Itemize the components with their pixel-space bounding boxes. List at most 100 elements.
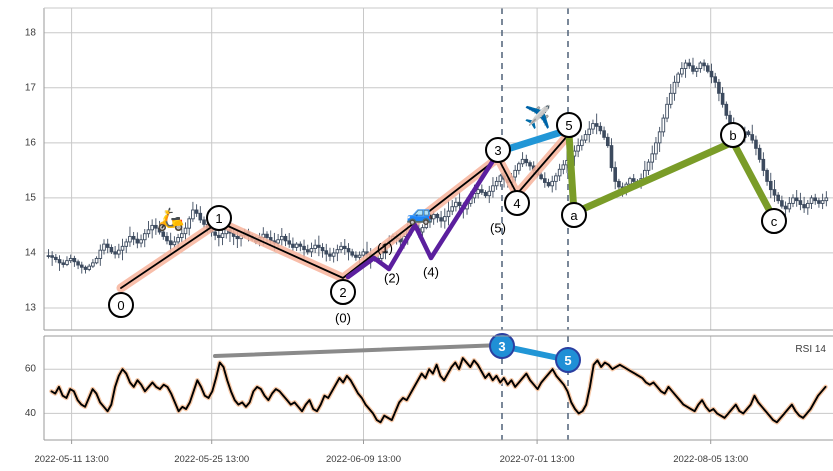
candle-body bbox=[650, 153, 655, 163]
wave-label-text-c: c bbox=[771, 214, 778, 229]
candle-body bbox=[431, 213, 436, 220]
x-axis-tick-label: 2022-07-01 13:00 bbox=[500, 454, 575, 465]
candle-body bbox=[798, 200, 803, 205]
candle-body bbox=[361, 251, 366, 256]
candle-body bbox=[283, 235, 288, 242]
candle-body bbox=[483, 191, 488, 197]
candle-body bbox=[113, 251, 117, 255]
sub-wave-label-5: (5) bbox=[490, 221, 506, 236]
candle-body bbox=[83, 266, 88, 270]
candle-body bbox=[780, 200, 784, 207]
candle-body bbox=[202, 219, 206, 225]
candle-body bbox=[706, 65, 710, 72]
elliott-wave-lines bbox=[116, 126, 778, 293]
candle-body bbox=[65, 260, 69, 265]
candle-body bbox=[291, 243, 295, 248]
candle-body bbox=[487, 190, 492, 197]
candle-body bbox=[680, 68, 684, 75]
candle-body bbox=[802, 204, 806, 209]
candle-body bbox=[694, 68, 699, 72]
candle-body bbox=[105, 243, 110, 248]
rsi-annotations: 35 bbox=[213, 333, 581, 373]
candle-body bbox=[72, 257, 77, 263]
candle-body bbox=[661, 117, 666, 133]
vertical-marker-lines bbox=[501, 8, 569, 440]
wave-label-text-0: 0 bbox=[117, 298, 124, 313]
candle-body bbox=[550, 180, 555, 187]
wave-label-circle-c bbox=[761, 208, 787, 234]
candle-body bbox=[676, 73, 680, 83]
candle-body bbox=[543, 178, 547, 183]
candle-body bbox=[357, 254, 362, 258]
candle-body bbox=[54, 256, 58, 260]
wave-label-circle-4 bbox=[504, 190, 530, 216]
rsi-marker-text-5: 5 bbox=[564, 353, 571, 368]
candle-body bbox=[187, 218, 192, 229]
candle-body bbox=[342, 245, 347, 249]
candle-body bbox=[76, 261, 80, 266]
candle-body bbox=[276, 239, 280, 244]
candle-body bbox=[179, 233, 184, 238]
candle-body bbox=[709, 70, 714, 78]
candle-body bbox=[683, 62, 688, 69]
candle-body bbox=[68, 257, 73, 262]
sub-wave-label-1: (1) bbox=[377, 241, 393, 256]
candle-body bbox=[183, 227, 188, 235]
price-y-tick-15: 15 bbox=[25, 192, 37, 203]
candle-body bbox=[613, 167, 617, 182]
wave-labels: 0 1 2 3 4 5 a b c (0) (1) (2) (4) (5) bbox=[108, 112, 787, 326]
candle-body bbox=[320, 246, 325, 252]
candle-body bbox=[428, 218, 432, 223]
x-axis-tick-label: 2022-05-25 13:00 bbox=[174, 454, 249, 465]
candle-body bbox=[235, 235, 240, 240]
candle-body bbox=[172, 241, 177, 246]
candle-body bbox=[287, 240, 292, 245]
candle-body bbox=[457, 201, 462, 207]
candle-body bbox=[165, 235, 169, 242]
price-y-tick-16: 16 bbox=[25, 137, 37, 148]
candle-body bbox=[161, 231, 166, 237]
candle-body bbox=[213, 231, 217, 236]
candle-body bbox=[168, 240, 173, 246]
wave-label-text-a: a bbox=[570, 208, 578, 223]
candle-body bbox=[313, 244, 317, 249]
candle-body bbox=[654, 142, 658, 155]
candle-body bbox=[702, 62, 706, 67]
rsi-marker-circle-5 bbox=[555, 347, 581, 373]
candle-body bbox=[554, 175, 558, 182]
candle-body bbox=[598, 125, 603, 132]
candle-body bbox=[91, 262, 95, 267]
candle-body bbox=[617, 180, 621, 188]
candle-body bbox=[528, 162, 532, 167]
candle-body bbox=[46, 255, 51, 257]
price-y-tick-14: 14 bbox=[25, 247, 37, 258]
sub-impulse bbox=[345, 153, 499, 280]
candle-body bbox=[294, 243, 299, 248]
candle-body bbox=[120, 245, 125, 251]
candle-body bbox=[698, 62, 703, 69]
rsi-indicator-label: RSI 14 bbox=[795, 344, 826, 355]
candle-body bbox=[217, 234, 221, 238]
candle-body bbox=[480, 189, 484, 193]
candle-body bbox=[791, 197, 795, 204]
candle-body bbox=[476, 189, 480, 194]
candle-body bbox=[146, 229, 151, 235]
candle-body bbox=[757, 147, 762, 160]
candle-body bbox=[631, 178, 636, 182]
rsi-marker-circle-3 bbox=[489, 333, 515, 359]
price-y-tick-18: 18 bbox=[25, 27, 37, 38]
automobile-emoji: 🚙 bbox=[406, 201, 433, 227]
corrective-abc bbox=[565, 130, 778, 223]
candle-body bbox=[806, 202, 810, 209]
candle-body bbox=[602, 130, 606, 138]
candle-body bbox=[124, 241, 129, 247]
candle-body bbox=[820, 200, 825, 204]
x-axis-tick-label: 2022-05-11 13:00 bbox=[34, 454, 108, 465]
sub-wave-label-2: (2) bbox=[384, 271, 400, 286]
candle-body bbox=[668, 92, 673, 105]
candle-body bbox=[813, 197, 818, 202]
candle-body bbox=[672, 81, 677, 94]
candle-body bbox=[591, 123, 595, 130]
wave-label-text-3: 3 bbox=[494, 143, 501, 158]
